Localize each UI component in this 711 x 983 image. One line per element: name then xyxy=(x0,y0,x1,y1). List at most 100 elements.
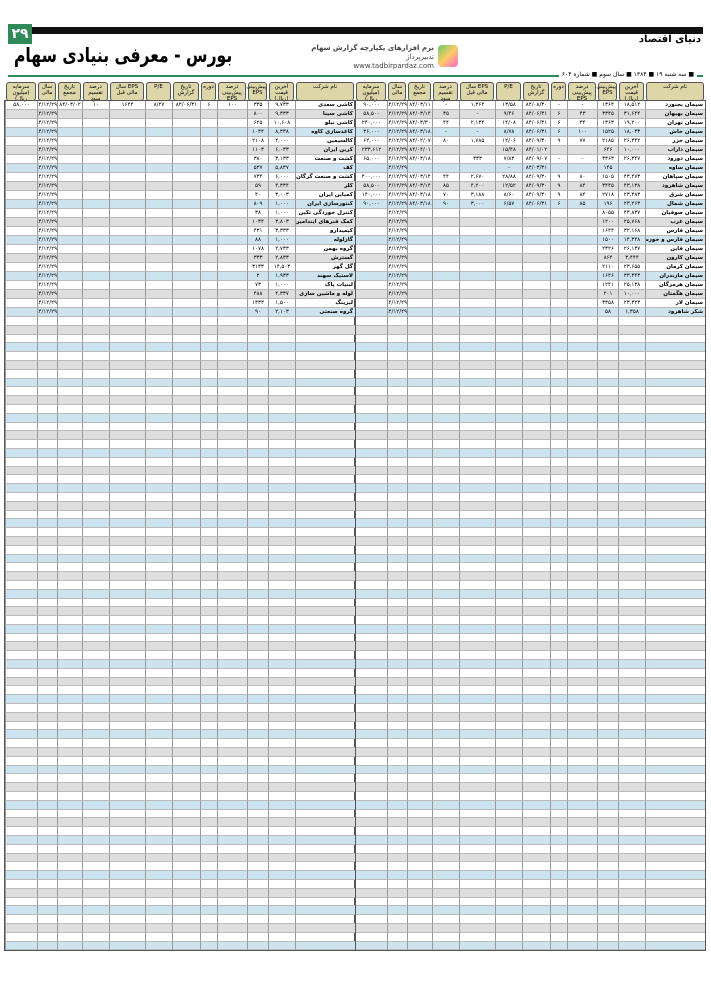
cell xyxy=(495,281,522,290)
company-name xyxy=(645,915,705,924)
cell xyxy=(109,501,145,511)
cell xyxy=(37,343,57,353)
cell xyxy=(522,281,550,290)
cell xyxy=(567,589,597,599)
table-row: کاشی سینا ۹,۳۳۳ ۸۰۰ ۸۴/۱۲/۲۹ xyxy=(5,110,355,119)
cell xyxy=(109,137,145,146)
cell xyxy=(407,897,432,907)
company-name: کربن ایران xyxy=(295,146,355,155)
cell xyxy=(459,774,495,784)
cell xyxy=(597,404,618,414)
cell xyxy=(355,783,387,793)
cell: ۲۷۱۸ xyxy=(597,191,618,200)
cell: ۱۹۶ xyxy=(597,200,618,209)
cell xyxy=(172,563,200,573)
cell xyxy=(355,440,387,449)
cell xyxy=(387,457,407,467)
cell xyxy=(522,448,550,458)
cell xyxy=(247,668,268,678)
cell xyxy=(432,263,459,272)
cell: ۸۴/۰۹/۳۰ xyxy=(522,173,550,182)
cell xyxy=(495,290,522,299)
cell xyxy=(459,236,495,245)
cell xyxy=(109,263,145,272)
cell xyxy=(172,155,200,164)
cell xyxy=(5,730,37,740)
cell xyxy=(597,836,618,845)
cell xyxy=(109,783,145,793)
cell xyxy=(247,589,268,599)
cell xyxy=(57,236,82,245)
cell xyxy=(495,209,522,218)
cell xyxy=(459,624,495,634)
cell xyxy=(145,317,172,326)
table-row xyxy=(355,660,705,669)
cell xyxy=(495,915,522,924)
cell xyxy=(355,325,387,335)
company-name xyxy=(295,756,355,766)
cell xyxy=(37,695,57,705)
cell: ۹,۳۳۳ xyxy=(268,110,295,119)
cell xyxy=(550,545,567,555)
cell xyxy=(172,836,200,845)
cell xyxy=(387,519,407,529)
cell xyxy=(522,325,550,335)
company-name xyxy=(645,396,705,405)
cell xyxy=(172,739,200,749)
cell xyxy=(567,164,597,173)
column-header-label: P/E xyxy=(496,81,521,101)
cell: ۸۰۵۵ xyxy=(597,209,618,218)
cell xyxy=(618,827,645,837)
cell xyxy=(247,792,268,801)
cell xyxy=(550,352,567,361)
cell xyxy=(567,668,597,678)
cell xyxy=(495,888,522,898)
cell xyxy=(109,369,145,379)
cell xyxy=(522,536,550,546)
cell xyxy=(145,404,172,414)
table-row xyxy=(355,563,705,573)
cell xyxy=(200,448,217,458)
table-row xyxy=(355,721,705,731)
cell xyxy=(145,369,172,379)
cell xyxy=(172,281,200,290)
cell xyxy=(5,660,37,669)
cell: ۸۴/۱۲/۲۹ xyxy=(387,236,407,245)
cell xyxy=(172,413,200,423)
table-row: سیمان کارون ۳,۴۴۴ ۸۶۴ ۸۴/۱۲/۲۹ xyxy=(355,254,705,263)
table-row xyxy=(355,748,705,757)
cell xyxy=(459,739,495,749)
cell xyxy=(550,448,567,458)
table-row xyxy=(355,818,705,828)
column-header-label: نام شرکت xyxy=(296,81,354,101)
cell xyxy=(37,528,57,537)
cell xyxy=(495,484,522,493)
cell xyxy=(82,164,109,173)
company-name xyxy=(295,624,355,634)
cell: ۱۹,۲۰۰ xyxy=(618,119,645,128)
cell xyxy=(495,897,522,907)
cell xyxy=(172,528,200,537)
cell: ۳۳۳ xyxy=(459,155,495,164)
cell xyxy=(5,209,37,218)
cell xyxy=(82,739,109,749)
company-name xyxy=(295,739,355,749)
cell xyxy=(5,651,37,661)
cell xyxy=(567,431,597,441)
cell xyxy=(495,218,522,227)
cell xyxy=(5,146,37,155)
company-name xyxy=(645,519,705,529)
cell xyxy=(82,712,109,722)
cell xyxy=(37,607,57,617)
cell xyxy=(172,263,200,272)
cell: ۱,۰۰۰ xyxy=(268,281,295,290)
column-header-label: دوره xyxy=(201,81,216,101)
cell xyxy=(550,519,567,529)
cell xyxy=(247,862,268,872)
table-row: سیمان شمال ۲۳,۲۶۳ ۱۹۶ ۸۵ ۶ ۸۴/۰۶/۳۱ ۶/۵۷ ۳,۰۰۰ ۹… xyxy=(355,200,705,209)
cell xyxy=(567,563,597,573)
cell xyxy=(5,721,37,731)
cell xyxy=(618,519,645,529)
cell xyxy=(407,888,432,898)
table-row: کشت و صنعت گرگان ۶,۰۰۰ ۷۳۴ ۸۴/۱۲/۲۹ xyxy=(5,173,355,182)
